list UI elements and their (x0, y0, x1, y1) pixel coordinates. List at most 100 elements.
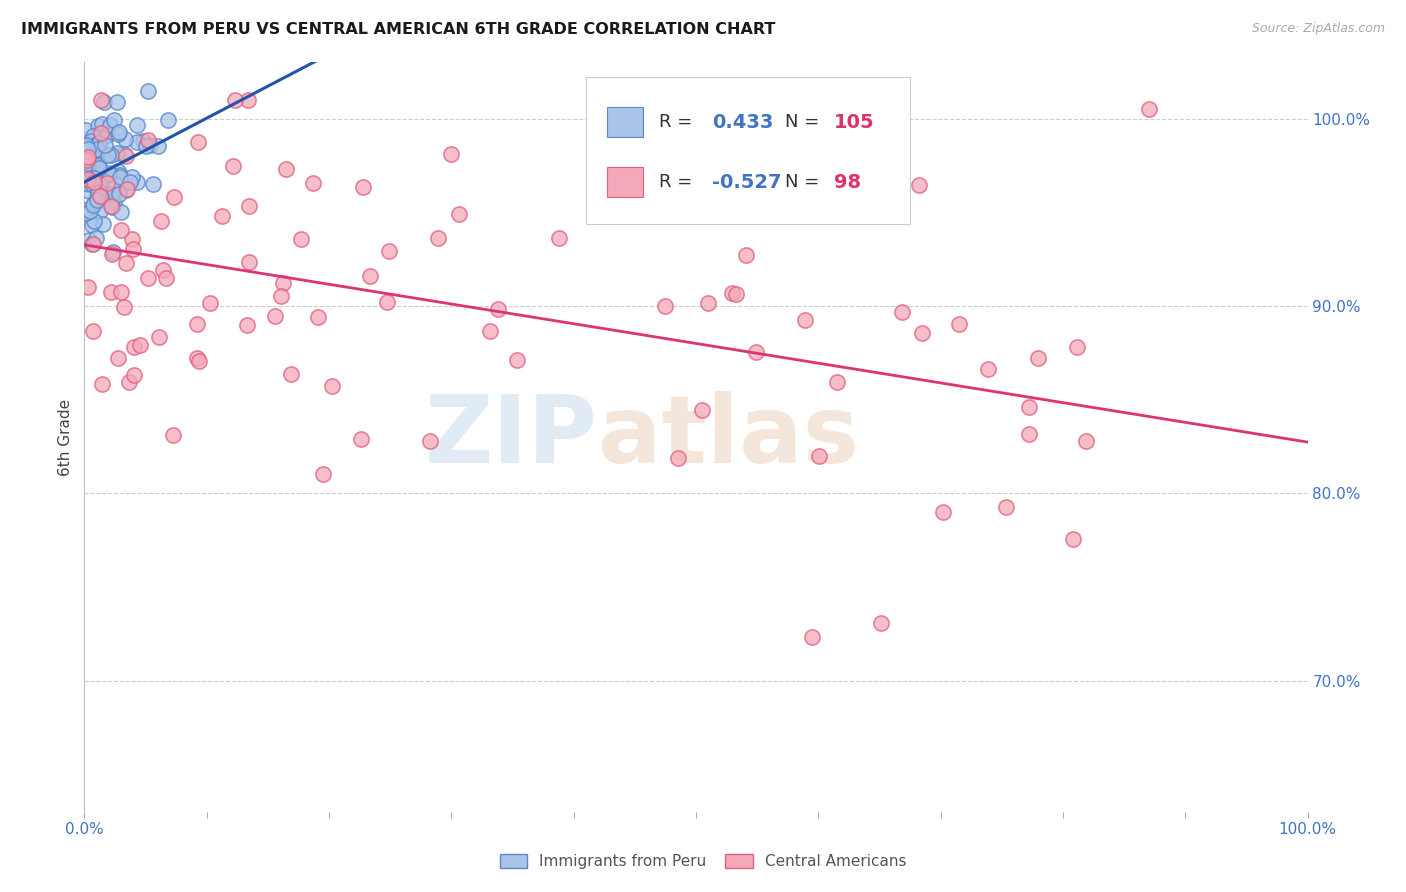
Point (93, 129, 115, 144)
Point (89, 185, 111, 199)
Point (84, 231, 107, 245)
Point (807, 449, 830, 463)
Point (89, 186, 111, 201)
Point (1026, 351, 1049, 365)
Point (222, 159, 245, 173)
Point (75, 152, 97, 166)
Point (76, 153, 98, 168)
Point (86, 186, 108, 201)
Point (375, 295, 398, 310)
Point (90, 178, 112, 192)
Point (87, 182, 110, 196)
Point (100, 199, 122, 213)
Point (696, 295, 718, 310)
Point (135, 139, 157, 153)
Point (79, 153, 101, 168)
Text: IMMIGRANTS FROM PERU VS CENTRAL AMERICAN 6TH GRADE CORRELATION CHART: IMMIGRANTS FROM PERU VS CENTRAL AMERICAN… (21, 22, 776, 37)
Point (115, 149, 138, 163)
Point (84, 150, 107, 164)
Point (86, 149, 108, 163)
Point (238, 255, 260, 269)
Point (90, 117, 112, 131)
Point (76, 160, 98, 174)
Point (76, 172, 98, 186)
Point (110, 223, 132, 237)
Point (188, 354, 211, 368)
Point (82, 236, 104, 251)
Point (101, 246, 124, 260)
Point (157, 113, 180, 128)
Point (82, 177, 104, 191)
Point (93, 95, 115, 110)
Point (350, 432, 373, 446)
Point (690, 403, 713, 417)
Point (931, 505, 953, 519)
Point (122, 242, 145, 256)
Point (101, 244, 124, 259)
Point (149, 213, 172, 227)
Point (236, 93, 259, 107)
Point (152, 263, 174, 277)
Point (84, 159, 107, 173)
Point (139, 137, 162, 152)
Point (83, 179, 105, 194)
Point (98, 165, 121, 179)
Point (97, 148, 120, 162)
Point (103, 113, 125, 128)
Point (76, 280, 98, 294)
Point (280, 367, 302, 381)
Point (98, 118, 121, 132)
Point (801, 630, 824, 644)
Point (117, 181, 139, 195)
Point (107, 163, 129, 178)
Point (125, 135, 148, 149)
Point (1066, 340, 1088, 354)
Point (121, 170, 143, 185)
Point (75, 161, 97, 176)
Point (86, 193, 108, 207)
Point (83, 170, 105, 185)
Point (86, 152, 108, 166)
Point (138, 133, 160, 147)
Point (101, 193, 124, 207)
Point (142, 177, 165, 191)
Point (79, 203, 101, 218)
Point (825, 376, 848, 390)
Point (110, 285, 132, 299)
Point (108, 187, 131, 202)
Point (148, 330, 170, 344)
Point (440, 147, 463, 161)
Point (80, 134, 103, 148)
Point (274, 161, 297, 176)
Point (100, 147, 122, 161)
Point (80, 162, 103, 177)
Text: 0.433: 0.433 (711, 113, 773, 132)
Point (548, 231, 571, 245)
Point (136, 271, 159, 285)
Point (82, 237, 104, 252)
Point (870, 615, 893, 630)
Point (76, 164, 98, 178)
Point (238, 199, 260, 213)
Point (107, 351, 129, 365)
Point (101, 200, 124, 214)
Point (321, 378, 343, 392)
Point (290, 232, 312, 246)
Point (75, 123, 97, 137)
Point (82, 129, 104, 144)
Point (96, 176, 118, 190)
Point (77, 156, 100, 170)
Text: N =: N = (786, 173, 825, 191)
Point (90, 151, 112, 165)
Point (90, 145, 112, 159)
Point (447, 207, 470, 221)
Point (86, 142, 108, 156)
Point (93, 138, 115, 153)
Point (90, 190, 112, 204)
Point (76, 177, 98, 191)
Point (114, 131, 136, 145)
Point (127, 175, 149, 189)
Point (75, 202, 97, 217)
Point (80, 218, 103, 232)
Point (419, 434, 441, 449)
